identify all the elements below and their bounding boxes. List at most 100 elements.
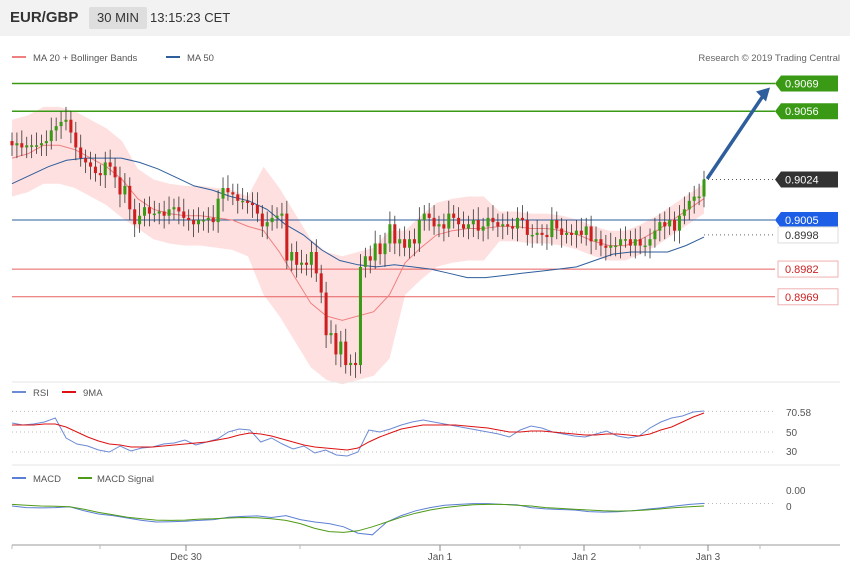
candle: [206, 207, 210, 233]
candle-body: [663, 222, 667, 227]
candle-body: [638, 239, 642, 246]
candle: [403, 226, 407, 257]
candle: [93, 153, 97, 182]
rsi-panel: [11, 410, 775, 457]
candle: [300, 249, 304, 274]
candle-body: [653, 230, 657, 240]
candle-body: [89, 162, 93, 167]
candle: [226, 175, 230, 201]
candle: [211, 205, 215, 231]
candle: [427, 202, 431, 231]
last-price-tag: [775, 171, 838, 188]
candle: [535, 220, 539, 244]
candle-body: [555, 220, 559, 229]
candle: [275, 207, 279, 229]
candle: [417, 207, 421, 252]
candle-body: [319, 273, 323, 293]
candle-body: [103, 162, 107, 176]
candle-body: [452, 213, 456, 218]
candle: [123, 173, 127, 203]
candle-body: [231, 192, 235, 195]
rsi-ma-line: [12, 412, 705, 451]
candle: [633, 228, 637, 259]
candle: [236, 183, 240, 214]
candle: [569, 224, 574, 246]
timeframe-button[interactable]: 30 MIN: [89, 7, 147, 29]
candle: [388, 211, 392, 252]
candle: [192, 209, 196, 238]
candle: [574, 220, 578, 248]
candle: [290, 243, 294, 272]
candle: [98, 164, 102, 186]
candle-body: [241, 200, 245, 203]
candle: [555, 211, 559, 240]
candle: [525, 211, 529, 246]
candle: [623, 226, 627, 248]
resistance-price-tag: [775, 103, 838, 120]
candle: [162, 200, 166, 229]
candle-body: [432, 217, 436, 227]
candle: [398, 228, 402, 257]
candle-body: [295, 252, 299, 265]
candle-body: [623, 239, 627, 241]
candle-body: [275, 215, 279, 218]
candle: [79, 134, 83, 167]
time-tick-label: Jan 1: [428, 552, 453, 563]
candle: [668, 207, 672, 235]
candle-body: [643, 245, 647, 248]
candle-body: [520, 217, 524, 220]
candle-body: [64, 119, 68, 122]
candle: [246, 192, 250, 214]
candle: [545, 224, 549, 250]
candle: [255, 192, 259, 223]
candle-body: [206, 217, 210, 220]
candle-body: [515, 217, 520, 229]
candle-body: [378, 243, 382, 255]
support-price-box: [777, 260, 839, 278]
candle: [476, 207, 480, 240]
candle: [609, 232, 613, 257]
candle: [147, 196, 151, 227]
candle: [231, 183, 235, 206]
candle-body: [525, 220, 529, 235]
candle: [309, 241, 313, 278]
candle: [59, 111, 63, 139]
candle: [687, 192, 691, 220]
rsi-line: [11, 410, 705, 457]
macd-panel: [11, 502, 775, 536]
candle-body: [550, 220, 554, 238]
candle: [152, 200, 156, 223]
candle-body: [93, 166, 97, 174]
candle-body: [226, 188, 230, 193]
candlesticks: [10, 106, 706, 378]
candle: [501, 213, 505, 240]
ma50-value-box: [777, 226, 839, 244]
candle-body: [461, 224, 466, 229]
candle: [285, 200, 289, 270]
candle-body: [133, 209, 137, 225]
candle: [614, 237, 618, 257]
candle: [118, 166, 122, 208]
candle: [30, 134, 34, 159]
candle-body: [677, 215, 681, 231]
candle-body: [393, 224, 397, 244]
candle-body: [324, 292, 328, 336]
pivot-price-label: 0.9005: [785, 215, 819, 227]
candle-body: [285, 213, 289, 261]
credit-text: Research © 2019 Trading Central: [698, 53, 840, 64]
candle-body: [35, 145, 39, 147]
candle-body: [69, 119, 73, 133]
candle-body: [673, 220, 677, 231]
time-tick-label: Jan 2: [572, 552, 597, 563]
candle-body: [250, 202, 255, 206]
candle: [44, 130, 48, 156]
macd-line: [11, 502, 705, 536]
candle: [196, 207, 201, 233]
candle-body: [152, 213, 156, 216]
candle: [496, 213, 500, 238]
candle-body: [363, 256, 367, 267]
ma20-line: [11, 144, 705, 321]
candle: [10, 132, 14, 156]
rsi-tick-50: 50: [786, 428, 798, 439]
candle: [314, 239, 318, 282]
